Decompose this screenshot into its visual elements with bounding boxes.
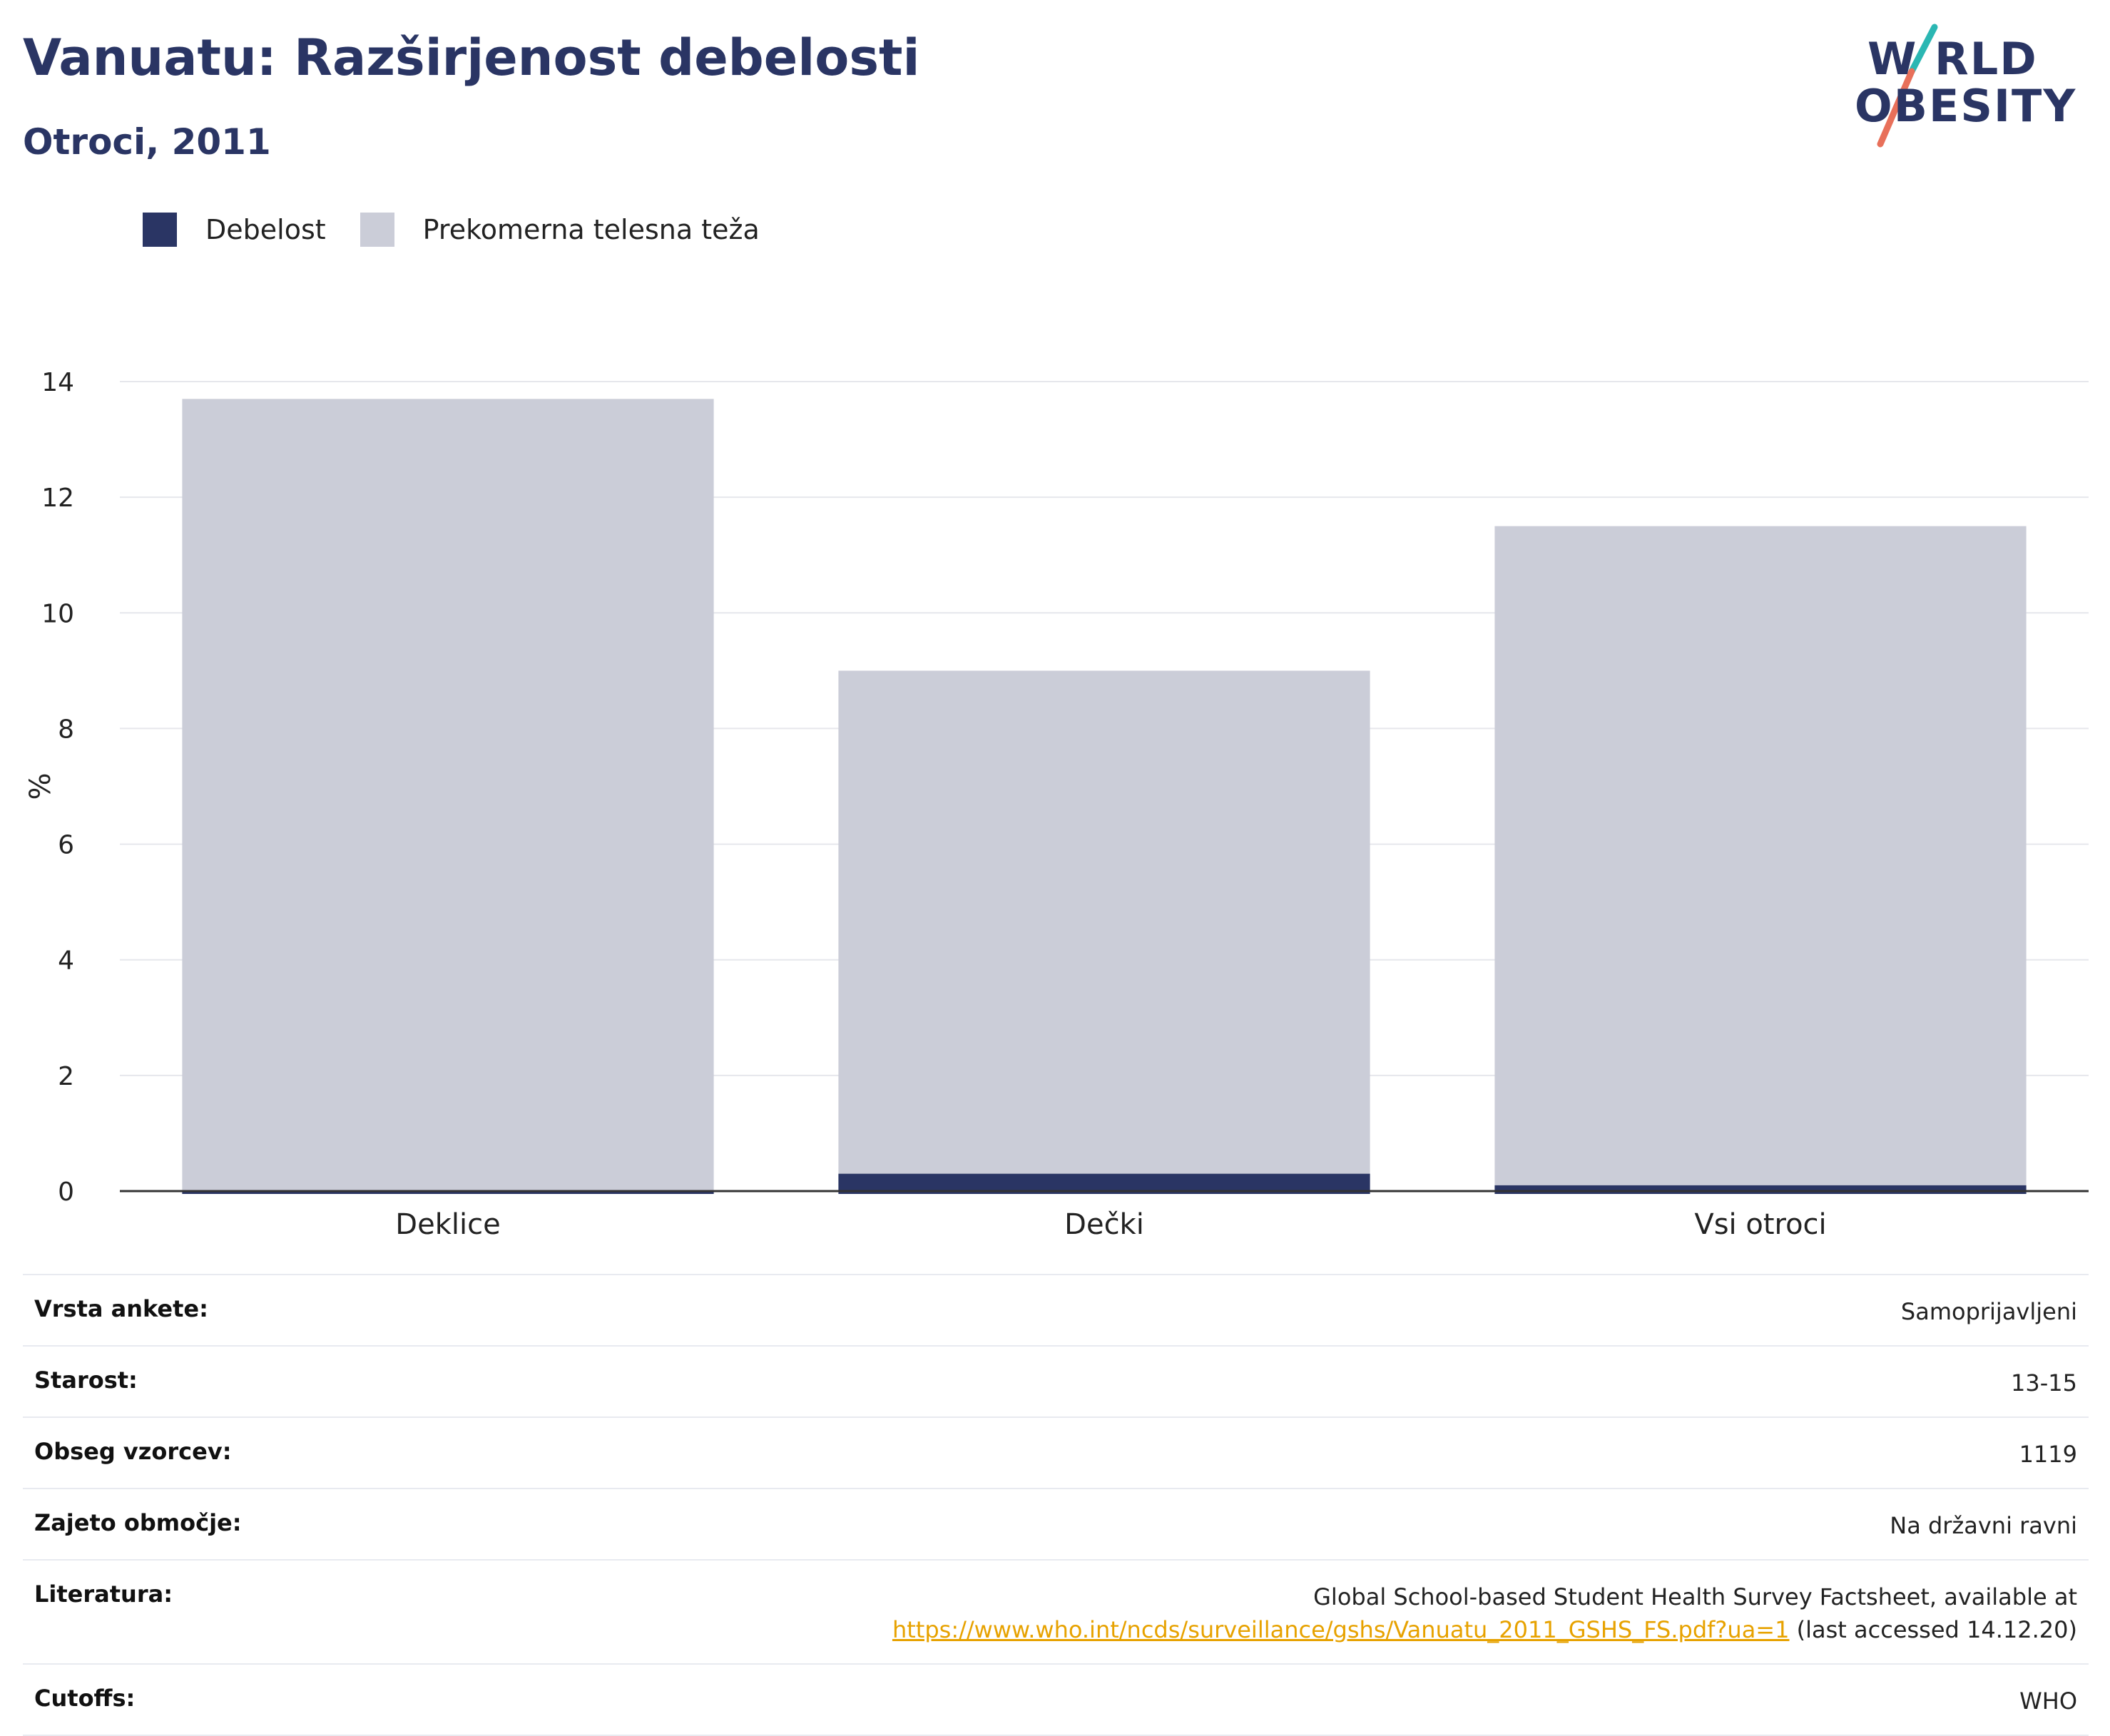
y-tick-label: 8	[58, 715, 74, 744]
legend-swatch-debelost	[143, 213, 177, 247]
meta-row-sample-size: Obseg vzorcev: 1119	[23, 1416, 2089, 1488]
y-axis-label: %	[24, 772, 57, 800]
bar-prekomerna-1	[838, 670, 1370, 1194]
world-obesity-logo: W RLD OBESITY	[1855, 21, 2097, 150]
y-tick-label: 10	[41, 599, 74, 628]
literature-suffix: (last accessed 14.12.20)	[1789, 1616, 2077, 1643]
meta-row-survey-type: Vrsta ankete: Samoprijavljeni	[23, 1274, 2089, 1345]
meta-value: 13-15	[2011, 1369, 2077, 1397]
legend-item-prekomerna[interactable]: Prekomerna telesna teža	[360, 213, 760, 247]
y-tick-label: 6	[58, 831, 74, 860]
meta-key: Vrsta ankete:	[34, 1295, 208, 1322]
chart-legend: Debelost Prekomerna telesna teža	[143, 213, 794, 247]
meta-key: Zajeto območje:	[34, 1509, 242, 1536]
legend-item-debelost[interactable]: Debelost	[143, 213, 326, 247]
x-category-label: Dečki	[1064, 1208, 1144, 1241]
meta-key: Starost:	[34, 1367, 138, 1394]
chart-subtitle: Otroci, 2011	[23, 121, 271, 163]
meta-value: 1119	[2019, 1441, 2077, 1468]
bar-chart: 0 2 4 6 8 10 12 14% Deklice Dečki Vsi otroci	[24, 368, 2089, 1241]
meta-value: Global School-based Student Health Surve…	[892, 1581, 2077, 1646]
meta-row-coverage: Zajeto območje: Na državni ravni	[23, 1488, 2089, 1559]
bar-debelost-2	[1494, 1185, 2027, 1194]
survey-metadata-table: Vrsta ankete: Samoprijavljeni Starost: 1…	[23, 1274, 2089, 1736]
y-tick-label: 4	[58, 946, 74, 976]
meta-value: Na državni ravni	[1890, 1512, 2077, 1539]
bar-debelost-0	[182, 1191, 714, 1194]
x-category-label: Deklice	[395, 1208, 500, 1241]
meta-row-cutoffs: Cutoffs: WHO	[23, 1663, 2089, 1736]
meta-value: WHO	[2019, 1688, 2077, 1715]
meta-value: Samoprijavljeni	[1900, 1298, 2077, 1325]
meta-key: Cutoffs:	[34, 1685, 136, 1712]
y-tick-label: 0	[58, 1178, 74, 1207]
x-category-label: Vsi otroci	[1694, 1208, 1826, 1241]
meta-key: Obseg vzorcev:	[34, 1438, 232, 1465]
y-tick-label: 14	[41, 368, 74, 397]
bar-prekomerna-0	[182, 399, 714, 1194]
y-tick-label: 12	[41, 484, 74, 513]
logo-slash-icon	[1877, 24, 1938, 148]
logo-obesity-text: OBESITY	[1855, 80, 2077, 132]
meta-row-age: Starost: 13-15	[23, 1345, 2089, 1416]
literature-text: Global School-based Student Health Surve…	[1313, 1583, 2077, 1610]
bar-prekomerna-2	[1494, 526, 2027, 1194]
meta-row-literature: Literatura: Global School-based Student …	[23, 1559, 2089, 1663]
legend-swatch-prekomerna	[360, 213, 394, 247]
logo-world-text: W RLD	[1867, 33, 2038, 85]
legend-label-prekomerna: Prekomerna telesna teža	[422, 214, 760, 245]
meta-key: Literatura:	[34, 1581, 173, 1608]
legend-label-debelost: Debelost	[205, 214, 326, 245]
chart-title: Vanuatu: Razširjenost debelosti	[23, 29, 920, 87]
y-tick-label: 2	[58, 1062, 74, 1091]
literature-link[interactable]: https://www.who.int/ncds/surveillance/gs…	[892, 1616, 1790, 1643]
